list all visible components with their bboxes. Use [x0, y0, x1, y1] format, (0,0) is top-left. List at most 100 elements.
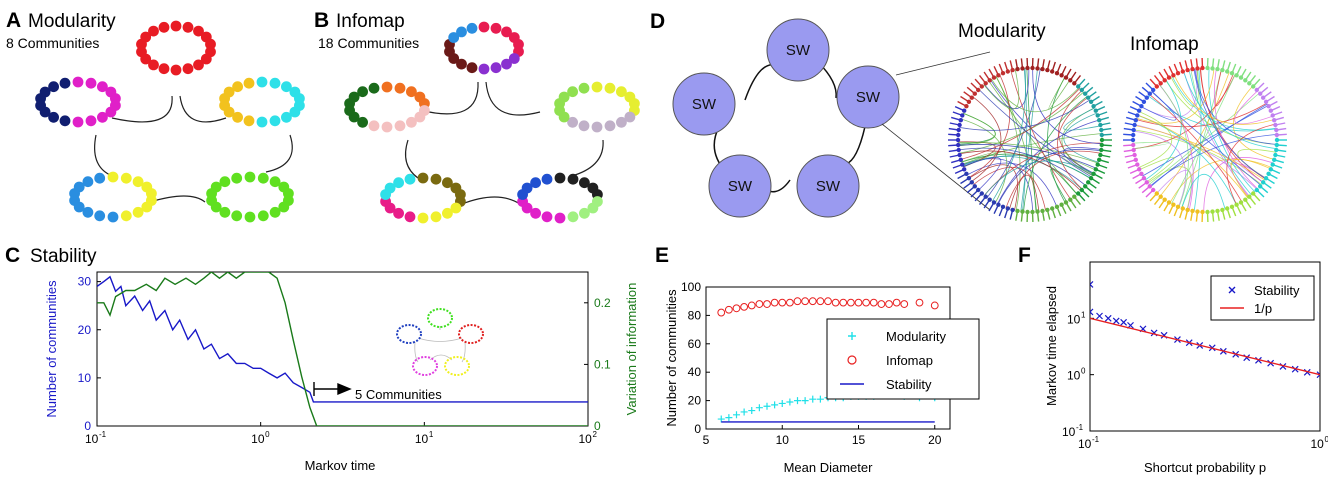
circle-node	[964, 104, 969, 109]
circle-node	[1095, 113, 1100, 118]
sw-node: SW	[796, 154, 860, 218]
point-plus	[725, 414, 733, 422]
circle-node	[1035, 209, 1040, 214]
ring-node-dot	[193, 59, 204, 71]
chord-edge	[1136, 68, 1215, 124]
ring-node-dot	[567, 86, 578, 98]
ring-node-dot	[120, 210, 132, 222]
circle-node	[1270, 113, 1275, 118]
point-circle	[862, 298, 871, 307]
panel-f-xlabel: Shortcut probability p	[1144, 460, 1266, 475]
point-circle	[808, 297, 817, 306]
circle-node	[1190, 66, 1195, 72]
panel-b-edges	[405, 81, 604, 205]
svg-text:SW: SW	[786, 42, 811, 59]
circle-node	[1131, 127, 1136, 133]
circle-node	[1141, 99, 1147, 105]
circle-node	[1093, 108, 1099, 113]
circle-node	[1000, 71, 1006, 76]
x-tick-label-exp: 1	[429, 430, 434, 439]
chord-edge	[1213, 68, 1259, 190]
ring-node-dot	[404, 211, 416, 223]
chord-edges	[957, 67, 1102, 212]
circle-node	[1098, 152, 1103, 158]
y-right-tick-label: 0.1	[594, 357, 611, 371]
point-circle	[732, 304, 741, 313]
circle-node	[1072, 81, 1077, 86]
circle-node	[1238, 200, 1244, 205]
circle-node	[958, 118, 963, 123]
circle-node	[1268, 167, 1274, 172]
ring-node-dot	[604, 120, 616, 132]
circle-node	[1133, 118, 1139, 123]
ring-node-dot	[541, 173, 553, 185]
circle-node	[1137, 108, 1142, 113]
circle-node	[1025, 209, 1030, 215]
chord-edge	[1133, 141, 1170, 150]
point-circle	[839, 298, 848, 307]
circle-node	[1243, 78, 1248, 83]
svg-text:SW: SW	[816, 178, 841, 195]
panel-e-ylabel: Number of communities	[664, 289, 679, 427]
circle-node	[1154, 191, 1160, 196]
panel-c-xlabel: Markov time	[305, 458, 376, 473]
point-plus	[733, 411, 740, 419]
circle-node	[1274, 137, 1280, 143]
ring-node-dot	[136, 46, 147, 58]
ring-node-dot	[616, 116, 627, 128]
circle-node	[1050, 206, 1055, 211]
ring-node-dot	[170, 20, 182, 32]
ring-node-dot	[368, 120, 380, 132]
chord-edge	[1133, 74, 1236, 150]
chord-edge	[1194, 68, 1277, 145]
circle-node	[1135, 113, 1140, 118]
chord-edge	[991, 78, 1080, 113]
circle-node	[969, 180, 974, 185]
chord-edge	[1183, 71, 1277, 149]
chord-edge	[1023, 95, 1088, 212]
circle-node	[1098, 122, 1103, 128]
point-cross	[1096, 312, 1103, 320]
circle-node	[966, 176, 972, 181]
y-tick-label: 80	[688, 308, 702, 322]
circle-node	[1258, 184, 1263, 189]
circle-node	[1135, 162, 1140, 167]
chord-edge	[1048, 76, 1071, 110]
panel-f-letter: F	[1018, 244, 1031, 267]
circle-node	[1131, 142, 1136, 148]
chord-edges	[1133, 68, 1277, 213]
sw-node: SW	[766, 18, 830, 82]
ring-node-dot	[232, 111, 244, 123]
circle-node	[1076, 191, 1081, 196]
ring-node-dot	[490, 22, 502, 34]
panel-c-series	[97, 272, 588, 426]
x-tick-label-exp: 2	[593, 430, 598, 439]
y-tick-label: 100	[681, 280, 701, 294]
circle-node	[1015, 66, 1020, 72]
sw-node: SW	[836, 65, 900, 129]
chord-edge	[1026, 68, 1037, 212]
chord-edge	[1057, 96, 1089, 190]
x-tick-label-base: 10	[1311, 437, 1325, 451]
ring-node-dot	[107, 211, 119, 223]
circle-node	[1059, 202, 1064, 207]
point-circle	[824, 297, 832, 306]
inset-edges	[414, 326, 466, 363]
point-plus	[801, 397, 809, 405]
point-plus	[816, 395, 824, 403]
chord-edge	[1047, 76, 1066, 203]
ring-node-dot	[48, 81, 59, 93]
ring-node-dot	[158, 63, 170, 75]
ring-node-dot	[158, 21, 170, 33]
circle-node	[1205, 65, 1210, 71]
ring-node-dot	[624, 111, 636, 123]
x-tick-label: 10	[776, 433, 790, 447]
point-cross	[1090, 280, 1094, 288]
panel-d-modularity-title: Modularity	[958, 21, 1046, 42]
circle-node	[1175, 71, 1181, 76]
ring-node-dot	[256, 76, 268, 88]
circle-node	[958, 157, 963, 162]
chord-edge	[960, 87, 1081, 160]
